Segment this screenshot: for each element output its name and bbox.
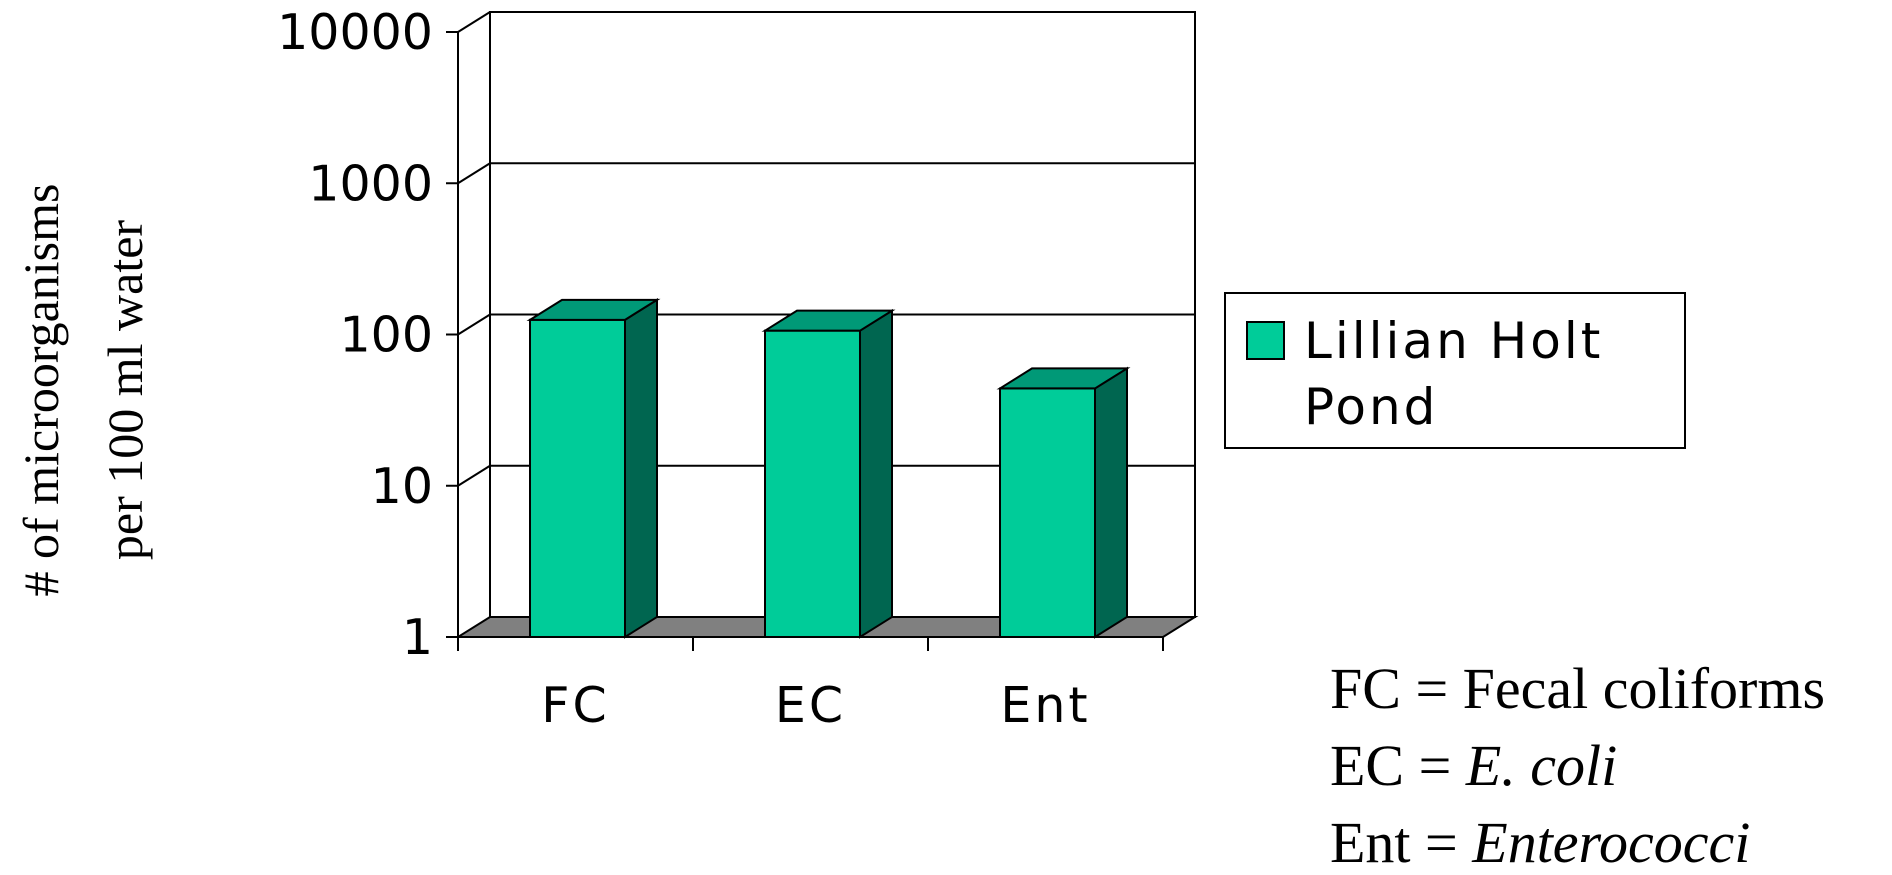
- bar-fc: [526, 298, 661, 639]
- y-tick-label: 10: [371, 458, 433, 515]
- legend-swatch: [1246, 321, 1285, 360]
- note-ent: Ent = Enterococci: [1330, 814, 1750, 872]
- note-ec-text: E. coli: [1465, 733, 1618, 798]
- bar-front: [764, 329, 861, 638]
- legend-label-line-1: Lillian Holt: [1304, 312, 1603, 370]
- y-tick-label: 100: [339, 307, 433, 364]
- bars: [526, 298, 1131, 639]
- x-category-labels: FC EC Ent: [541, 677, 1090, 734]
- x-label-ec: EC: [775, 677, 846, 734]
- y-label-line-2: per 100 ml water: [97, 220, 153, 561]
- legend-label-line-2: Pond: [1304, 378, 1438, 436]
- note-fc: FC = Fecal coliforms: [1330, 660, 1825, 718]
- y-tick-label: 10000: [277, 4, 433, 61]
- bar-side: [624, 298, 658, 639]
- note-ent-abbr: Ent: [1330, 810, 1411, 875]
- note-fc-eq: =: [1400, 656, 1463, 721]
- x-label-fc: FC: [541, 677, 609, 734]
- legend-box: [1224, 292, 1686, 449]
- note-ent-eq: =: [1410, 810, 1473, 875]
- y-tick-label: 1: [402, 609, 433, 666]
- note-fc-text: Fecal coliforms: [1462, 656, 1826, 721]
- gridline-side: [457, 313, 491, 336]
- bar-side: [1094, 366, 1128, 639]
- y-label-line-1: # of microorganisms: [13, 184, 69, 597]
- gridline-side: [457, 464, 491, 487]
- bar-top: [996, 367, 1131, 390]
- bar-ent: [996, 366, 1131, 639]
- side-wall-top-edge: [457, 11, 491, 33]
- note-fc-abbr: FC: [1330, 656, 1401, 721]
- bar-top: [526, 298, 661, 321]
- bar-top: [761, 309, 896, 332]
- y-tick-labels: 1 10 100 1000 10000: [277, 4, 433, 666]
- y-axis-label: # of microorganisms per 100 ml water: [13, 184, 153, 597]
- note-ec: EC = E. coli: [1330, 737, 1617, 795]
- bar-side: [859, 308, 893, 639]
- note-ec-eq: =: [1404, 733, 1466, 798]
- note-ent-text: Enterococci: [1472, 810, 1751, 875]
- gridline-side: [457, 162, 491, 185]
- bar-front: [999, 387, 1096, 639]
- bar-front: [529, 318, 626, 638]
- x-label-ent: Ent: [1000, 677, 1090, 734]
- legend: Lillian Holt Pond: [1224, 292, 1686, 449]
- y-tick-label: 1000: [308, 155, 433, 212]
- bar-ec: [761, 308, 896, 639]
- note-ec-abbr: EC: [1330, 733, 1405, 798]
